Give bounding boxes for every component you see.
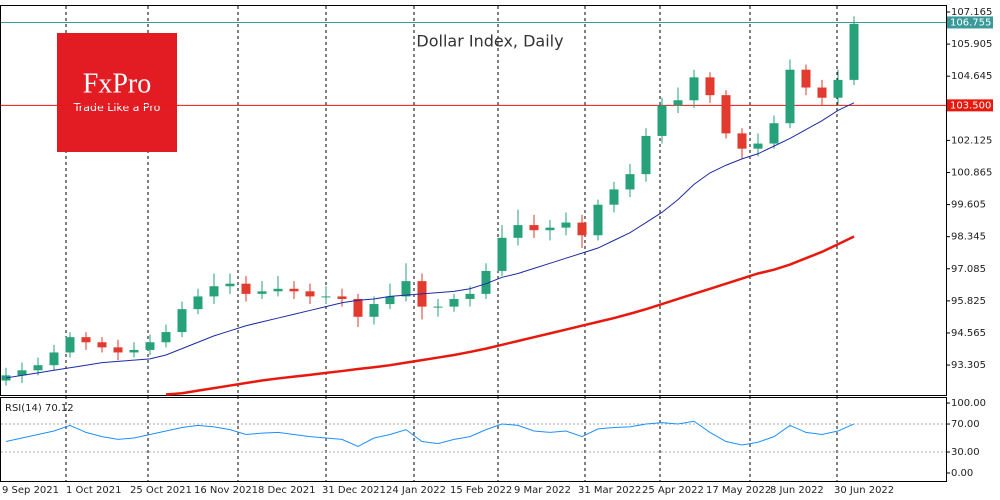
x-tick-label: 24 Jan 2022 <box>386 485 446 496</box>
candle-body <box>529 225 539 231</box>
y-tick-label: 100.00 <box>951 398 986 409</box>
level-label-box <box>947 16 993 29</box>
candle-body <box>785 69 795 124</box>
candle-body <box>721 95 731 134</box>
level-label-box <box>947 99 993 112</box>
candle-body <box>465 293 475 299</box>
candle-body <box>481 270 491 294</box>
x-tick-label: 9 Sep 2021 <box>2 485 59 496</box>
y-tick-label: 107.165 <box>951 7 992 18</box>
candle-body <box>145 342 155 350</box>
x-tick-label: 17 May 2022 <box>706 485 771 496</box>
rsi-title: RSI(14) 70.12 <box>5 403 74 414</box>
candle-body <box>385 296 395 305</box>
x-tick-label: 25 Oct 2021 <box>130 485 192 496</box>
y-tick-label: 100.865 <box>951 167 992 178</box>
logo-brand: FxPro <box>83 68 151 99</box>
candle-body <box>609 189 619 205</box>
y-tick-label: 98.345 <box>951 232 986 243</box>
x-tick-label: 16 Nov 2021 <box>194 485 258 496</box>
y-tick-label: 97.085 <box>951 264 986 275</box>
candle-body <box>625 174 635 190</box>
candle-body <box>129 349 139 353</box>
candle-body <box>305 291 315 297</box>
candle-body <box>849 23 859 80</box>
candle-body <box>753 143 763 149</box>
x-tick-label: 1 Oct 2021 <box>66 485 121 496</box>
candle-body <box>209 286 219 297</box>
level-label: 103.500 <box>950 100 991 111</box>
y-tick-label: 0.00 <box>951 468 973 479</box>
candle-body <box>641 135 651 175</box>
candle-body <box>257 291 267 294</box>
line-series <box>5 420 855 447</box>
candle-body <box>545 227 555 231</box>
candle-body <box>113 347 123 353</box>
candle-body <box>593 204 603 236</box>
candle-body <box>817 87 827 98</box>
candle-body <box>225 283 235 287</box>
y-tick-label: 99.605 <box>951 200 986 211</box>
y-tick-label: 93.305 <box>951 360 986 371</box>
candle-body <box>769 123 779 144</box>
candle-body <box>193 296 203 310</box>
x-tick-label: 8 Dec 2021 <box>258 485 316 496</box>
y-tick-label: 30.00 <box>951 447 980 458</box>
candle-body <box>737 133 747 149</box>
candle-body <box>337 296 347 299</box>
candle-body <box>705 77 715 96</box>
candle-body <box>513 225 523 238</box>
candle-body <box>49 352 59 366</box>
candle-body <box>401 281 411 297</box>
x-tick-label: 31 Dec 2021 <box>322 485 386 496</box>
y-tick-label: 94.565 <box>951 328 986 339</box>
line-series <box>5 102 855 379</box>
x-tick-label: 25 Apr 2022 <box>642 485 704 496</box>
candle-body <box>321 296 331 298</box>
logo <box>57 33 177 152</box>
candle-body <box>353 298 363 317</box>
candle-body <box>65 337 75 353</box>
y-tick-label: 70.00 <box>951 419 980 430</box>
candle-body <box>801 69 811 88</box>
candle-body <box>673 100 683 106</box>
x-tick-label: 31 Mar 2022 <box>578 485 641 496</box>
chart-title: Dollar Index, Daily <box>416 32 563 51</box>
candle-body <box>689 77 699 101</box>
level-label: 106.755 <box>950 17 991 28</box>
candle-body <box>577 222 587 236</box>
candle-body <box>289 288 299 292</box>
x-tick-label: 9 Mar 2022 <box>514 485 571 496</box>
candle-body <box>1 375 11 381</box>
x-tick-label: 15 Feb 2022 <box>450 485 512 496</box>
candle-body <box>97 342 107 348</box>
candle-body <box>177 309 187 333</box>
candle-body <box>369 304 379 317</box>
candle-body <box>561 222 571 228</box>
candle-body <box>657 105 667 136</box>
y-tick-label: 102.125 <box>951 135 992 146</box>
y-tick-label: 104.645 <box>951 71 992 82</box>
x-tick-label: 30 Jun 2022 <box>834 485 894 496</box>
y-tick-label: 105.905 <box>951 39 992 50</box>
x-tick-label: 8 Jun 2022 <box>770 485 824 496</box>
candle-body <box>33 365 43 371</box>
candle-body <box>833 79 843 98</box>
line-series <box>165 235 855 396</box>
rsi-panel <box>0 397 947 482</box>
candle-body <box>241 283 251 294</box>
logo-tagline: Trade Like a Pro <box>73 101 161 114</box>
price-panel <box>0 5 947 396</box>
y-tick-label: 95.825 <box>951 296 986 307</box>
candle-body <box>161 332 171 343</box>
candle-body <box>81 337 91 343</box>
candle-body <box>497 237 507 271</box>
candle-body <box>433 306 443 308</box>
candle-body <box>17 370 27 376</box>
candle-body <box>449 298 459 307</box>
candle-body <box>273 288 283 292</box>
period-separators <box>65 6 838 481</box>
